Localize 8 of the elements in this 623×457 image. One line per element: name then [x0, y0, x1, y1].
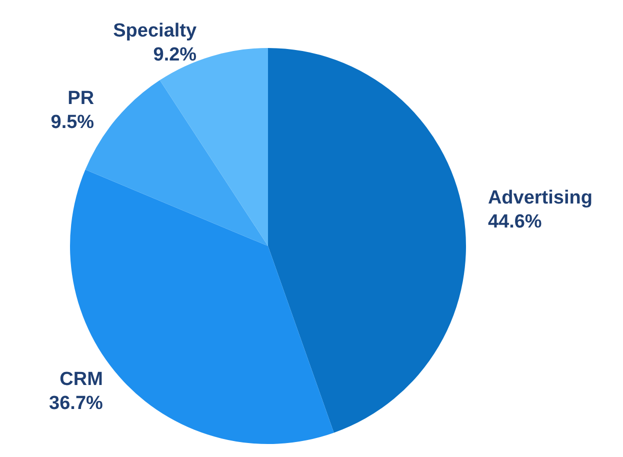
- data-label: 44.6%: [488, 212, 542, 233]
- slice-label: PR: [68, 88, 94, 109]
- slice-label: Specialty: [113, 20, 198, 42]
- slice-label: Advertising: [488, 188, 592, 209]
- data-label: 36.7%: [49, 393, 104, 414]
- slice-label: CRM: [60, 369, 103, 390]
- data-label: 9.5%: [50, 112, 94, 133]
- data-label: 9.2%: [153, 44, 197, 66]
